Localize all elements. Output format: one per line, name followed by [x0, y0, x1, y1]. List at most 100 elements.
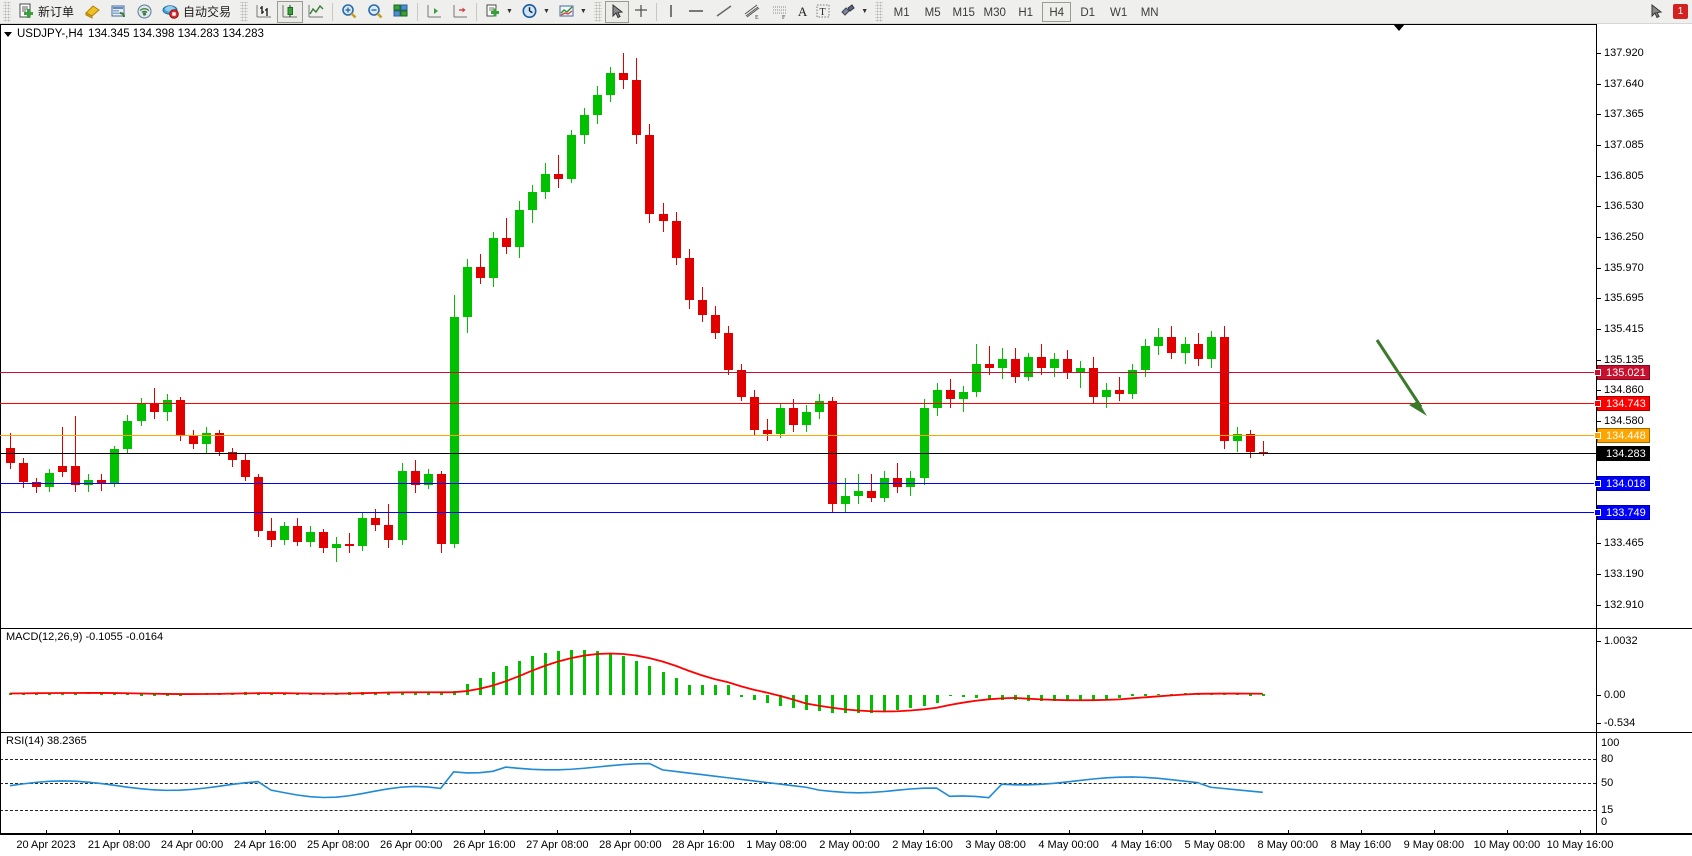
- toolbar-grip[interactable]: [3, 1, 11, 22]
- chart-menu-caret-icon[interactable]: [4, 31, 12, 37]
- macd-histogram-bar: [635, 660, 639, 695]
- chart-shift-button[interactable]: [421, 1, 447, 23]
- trendline-button[interactable]: [710, 1, 738, 23]
- hline-pivot[interactable]: [0, 435, 1596, 437]
- macd-histogram-bar: [948, 694, 952, 696]
- period-dropdown-arrow[interactable]: ▼: [542, 8, 550, 15]
- bar-chart-icon: [256, 5, 272, 18]
- timeframe-h4[interactable]: H4: [1042, 1, 1072, 22]
- macd-pane[interactable]: MACD(12,26,9) -0.1055 -0.0164 1.0032 0.00…: [0, 629, 1692, 733]
- fibonacci-button[interactable]: F: [766, 1, 794, 23]
- symbol-ohlc: 134.345 134.398 134.283 134.283: [88, 28, 264, 40]
- templates-button[interactable]: ▼: [480, 1, 517, 23]
- line-chart-button[interactable]: [303, 1, 329, 23]
- candlestick-chart-button[interactable]: [277, 0, 304, 23]
- hline-last-price[interactable]: [0, 453, 1596, 455]
- toolbar-grip-3[interactable]: [593, 1, 602, 22]
- rsi-plot-area[interactable]: [0, 733, 1596, 833]
- macd-histogram-bar: [752, 694, 756, 701]
- macd-histogram-bar: [661, 671, 665, 695]
- macd-signal-layer: [9, 652, 1263, 713]
- price-pane[interactable]: 137.920 137.640 137.365 137.085 136.805 136.5…: [0, 24, 1692, 629]
- tick-label: 0: [1601, 816, 1608, 828]
- down-arrow-icon[interactable]: [1375, 339, 1427, 416]
- objects-button[interactable]: ▼: [835, 1, 872, 23]
- equidistant-channel-button[interactable]: E: [738, 1, 766, 23]
- price-tag-support-1[interactable]: 134.018: [1594, 475, 1650, 491]
- chart-container[interactable]: USDJPY-,H4 134.345 134.398 134.283 134.2…: [0, 24, 1692, 856]
- hline-support-1[interactable]: [0, 482, 1596, 484]
- time-tick-label: 4 May 16:00: [1111, 839, 1172, 851]
- macd-histogram-bar: [439, 692, 443, 695]
- hline-handle[interactable]: [1594, 479, 1601, 487]
- bar-chart-button[interactable]: [251, 1, 277, 23]
- autotrading-button[interactable]: 自动交易: [158, 1, 237, 23]
- templates-dropdown-arrow[interactable]: ▼: [506, 8, 513, 15]
- tile-windows-button[interactable]: [388, 1, 414, 23]
- hline-handle[interactable]: [1594, 432, 1601, 440]
- new-order-button[interactable]: 新订单: [14, 1, 80, 23]
- hline-resistance-2[interactable]: [0, 372, 1596, 374]
- zoom-in-button[interactable]: [336, 1, 362, 23]
- toolbar-grip-2[interactable]: [240, 1, 249, 22]
- macd-histogram-bar: [739, 694, 743, 698]
- horizontal-line-button[interactable]: [682, 1, 710, 23]
- toolbar-grip-4[interactable]: [875, 1, 884, 22]
- metaeditor-button[interactable]: [80, 1, 106, 23]
- candle-body: [84, 480, 94, 485]
- timeframe-m1[interactable]: M1: [893, 6, 910, 19]
- price-tag-resistance-1[interactable]: 134.743: [1594, 395, 1650, 411]
- time-tick-mark: [1214, 830, 1216, 835]
- hline-handle[interactable]: [1594, 369, 1601, 377]
- price-tag-last-price[interactable]: 134.283: [1597, 446, 1650, 462]
- tick-mark: [1597, 543, 1601, 545]
- candle-body: [240, 460, 250, 477]
- tick-mark: [1597, 328, 1601, 330]
- price-tag-pivot[interactable]: 134.448: [1594, 428, 1650, 444]
- zoom-out-button[interactable]: [362, 1, 388, 23]
- rsi-label: RSI(14) 38.2365: [4, 735, 89, 747]
- pointer-button[interactable]: [1644, 1, 1668, 23]
- terminal-button[interactable]: [106, 1, 132, 23]
- hline-handle[interactable]: [1594, 399, 1601, 407]
- candle-body: [632, 79, 642, 135]
- crosshair-button[interactable]: [629, 1, 653, 23]
- hline-resistance-1[interactable]: [0, 402, 1596, 404]
- text-button[interactable]: A: [797, 3, 808, 19]
- timeframe-m5[interactable]: M5: [924, 6, 941, 19]
- hline-handle[interactable]: [1594, 509, 1601, 517]
- chart-shift-marker[interactable]: [1393, 24, 1405, 31]
- timeframe-m15[interactable]: M15: [952, 6, 975, 19]
- text-label-button[interactable]: T: [811, 1, 835, 23]
- period-button[interactable]: ▼: [517, 1, 554, 23]
- hline-support-2[interactable]: [0, 512, 1596, 514]
- rsi-line: [9, 762, 1263, 799]
- timeframe-mn[interactable]: MN: [1140, 6, 1159, 19]
- macd-histogram-bar: [961, 694, 965, 697]
- candle-body: [19, 462, 29, 483]
- objects-dropdown-arrow[interactable]: ▼: [861, 8, 869, 15]
- candle-body: [1206, 337, 1216, 360]
- time-tick-label: 24 Apr 00:00: [160, 839, 224, 851]
- cursor-button[interactable]: [604, 0, 629, 23]
- timeframe-m30[interactable]: M30: [983, 6, 1006, 19]
- time-axis[interactable]: 20 Apr 2023 21 Apr 08:00 24 Apr 00:00 24 Ap…: [0, 830, 1692, 856]
- vertical-line-button[interactable]: [660, 1, 682, 23]
- price-tag-support-2[interactable]: 133.749: [1594, 505, 1650, 521]
- macd-plot-area[interactable]: [0, 629, 1596, 732]
- autotrading-icon: [162, 5, 179, 19]
- rsi-pane[interactable]: RSI(14) 38.2365 100 80 50 15 0: [0, 733, 1692, 834]
- price-tag-resistance-2[interactable]: 135.021: [1594, 365, 1650, 381]
- auto-scroll-button[interactable]: [447, 1, 473, 23]
- price-scale[interactable]: 137.920 137.640 137.365 137.085 136.805 136.5…: [1594, 24, 1692, 628]
- indicators-dropdown-arrow[interactable]: ▼: [579, 8, 587, 15]
- indicators-button[interactable]: ▼: [554, 1, 591, 23]
- candle-body: [71, 465, 81, 485]
- alert-badge[interactable]: 1: [1673, 4, 1688, 19]
- timeframe-w1[interactable]: W1: [1110, 6, 1128, 19]
- signals-button[interactable]: [132, 1, 158, 23]
- macd-histogram-bar: [544, 653, 548, 695]
- timeframe-d1[interactable]: D1: [1080, 6, 1096, 19]
- timeframe-h1[interactable]: H1: [1018, 6, 1034, 19]
- price-plot-area[interactable]: [0, 24, 1596, 628]
